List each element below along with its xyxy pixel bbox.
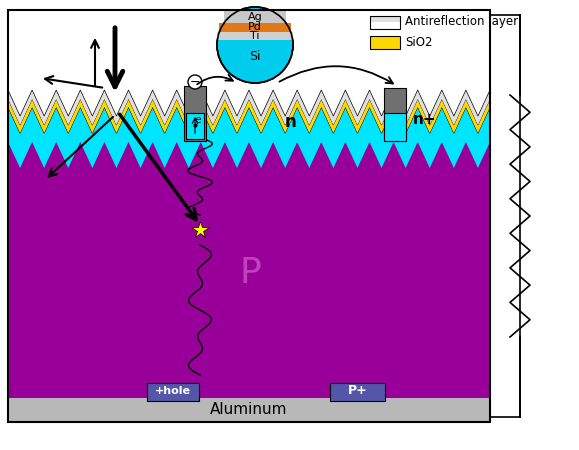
Bar xyxy=(370,15,400,22)
Bar xyxy=(8,398,490,422)
Bar xyxy=(8,10,490,422)
Bar xyxy=(224,11,286,23)
Polygon shape xyxy=(8,90,490,125)
Text: Ti: Ti xyxy=(250,31,260,41)
Bar xyxy=(330,383,385,401)
Text: Antireflection layer: Antireflection layer xyxy=(405,15,518,28)
Text: n+: n+ xyxy=(413,112,437,127)
Bar xyxy=(370,36,400,49)
Text: SiO2: SiO2 xyxy=(405,36,433,49)
Text: Aluminum: Aluminum xyxy=(210,402,288,418)
Bar xyxy=(219,23,291,32)
Bar xyxy=(370,22,400,28)
Bar xyxy=(8,168,490,398)
Text: n: n xyxy=(284,113,296,131)
Bar xyxy=(186,113,204,139)
Text: Ag: Ag xyxy=(248,12,262,22)
Bar xyxy=(384,88,406,141)
Text: Pd: Pd xyxy=(248,22,262,32)
Bar xyxy=(370,15,400,28)
Bar xyxy=(384,113,406,141)
Text: P: P xyxy=(239,256,261,290)
Polygon shape xyxy=(8,107,490,168)
Circle shape xyxy=(188,75,202,89)
Bar xyxy=(147,383,199,401)
Text: −: − xyxy=(190,76,200,89)
Text: -e: -e xyxy=(192,115,201,125)
Bar xyxy=(217,32,292,40)
Text: Si: Si xyxy=(249,50,261,63)
Bar xyxy=(8,133,490,168)
Text: +hole: +hole xyxy=(155,386,191,396)
Text: P+: P+ xyxy=(347,384,367,397)
Circle shape xyxy=(217,7,293,83)
Bar xyxy=(184,86,206,141)
Polygon shape xyxy=(8,99,490,133)
